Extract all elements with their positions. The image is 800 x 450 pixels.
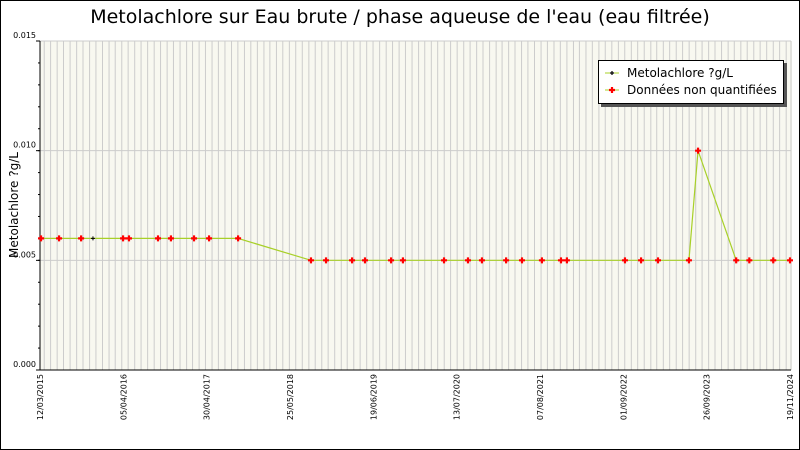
data-point-non-quantified [787, 257, 793, 264]
data-point-non-quantified [235, 235, 242, 242]
data-point-quantified [90, 236, 95, 241]
data-point-non-quantified [307, 257, 314, 264]
x-tick-label: 26/09/2023 [703, 374, 712, 420]
y-tick-label: 0.000 [13, 360, 36, 369]
legend-item-non-quantified: Données non quantifiées [605, 83, 777, 97]
data-point-non-quantified [155, 235, 162, 242]
data-point-non-quantified [621, 257, 628, 264]
x-tick-label: 19/06/2019 [369, 374, 378, 420]
data-point-non-quantified [557, 257, 564, 264]
x-tick-label: 01/09/2022 [619, 374, 628, 420]
data-point-non-quantified [56, 235, 63, 242]
legend: Metolachlore ?g/L Données non quantifiée… [598, 60, 784, 104]
legend-swatch-quantified [605, 68, 619, 78]
data-point-non-quantified [399, 257, 406, 264]
x-tick-label: 07/08/2021 [536, 374, 545, 420]
data-point-non-quantified [323, 257, 330, 264]
legend-swatch-non-quantified [605, 85, 619, 95]
data-point-non-quantified [770, 257, 777, 264]
data-point-non-quantified [685, 257, 692, 264]
x-tick-label: 25/05/2018 [286, 374, 295, 420]
data-point-non-quantified [362, 257, 368, 264]
y-tick-label: 0.010 [13, 141, 36, 150]
chart-title: Metolachlore sur Eau brute / phase aqueu… [90, 6, 710, 28]
data-point-non-quantified [206, 235, 213, 242]
y-tick-label: 0.015 [13, 31, 36, 40]
data-point-non-quantified [746, 257, 753, 264]
data-point-non-quantified [655, 257, 662, 264]
data-point-non-quantified [733, 257, 740, 264]
data-point-non-quantified [120, 235, 127, 242]
x-tick-label: 30/04/2017 [203, 374, 212, 420]
x-tick-label: 19/11/2024 [786, 374, 795, 420]
data-point-non-quantified [38, 235, 45, 242]
data-point-non-quantified [478, 257, 485, 264]
data-point-non-quantified [464, 257, 471, 264]
data-point-non-quantified [563, 257, 570, 264]
data-point-non-quantified [125, 235, 132, 242]
legend-label-quantified: Metolachlore ?g/L [627, 66, 733, 80]
y-tick-label: 0.005 [13, 250, 36, 259]
data-point-non-quantified [518, 257, 525, 264]
data-point-non-quantified [441, 257, 448, 264]
data-point-non-quantified [191, 235, 198, 242]
data-point-non-quantified [78, 235, 85, 242]
series-line [41, 150, 790, 261]
y-axis-label: Metolachlore ?g/L [7, 152, 21, 258]
data-point-non-quantified [388, 257, 395, 264]
legend-label-non-quantified: Données non quantifiées [627, 83, 777, 97]
data-point-non-quantified [538, 257, 545, 264]
legend-item-quantified: Metolachlore ?g/L [605, 66, 733, 80]
data-point-non-quantified [695, 147, 702, 154]
x-tick-label: 05/04/2016 [119, 374, 128, 420]
x-tick-label: 13/07/2020 [453, 374, 462, 420]
x-tick-label: 12/03/2015 [36, 374, 45, 420]
data-point-non-quantified [638, 257, 645, 264]
data-point-non-quantified [503, 257, 510, 264]
data-point-non-quantified [349, 257, 356, 264]
data-point-non-quantified [167, 235, 174, 242]
